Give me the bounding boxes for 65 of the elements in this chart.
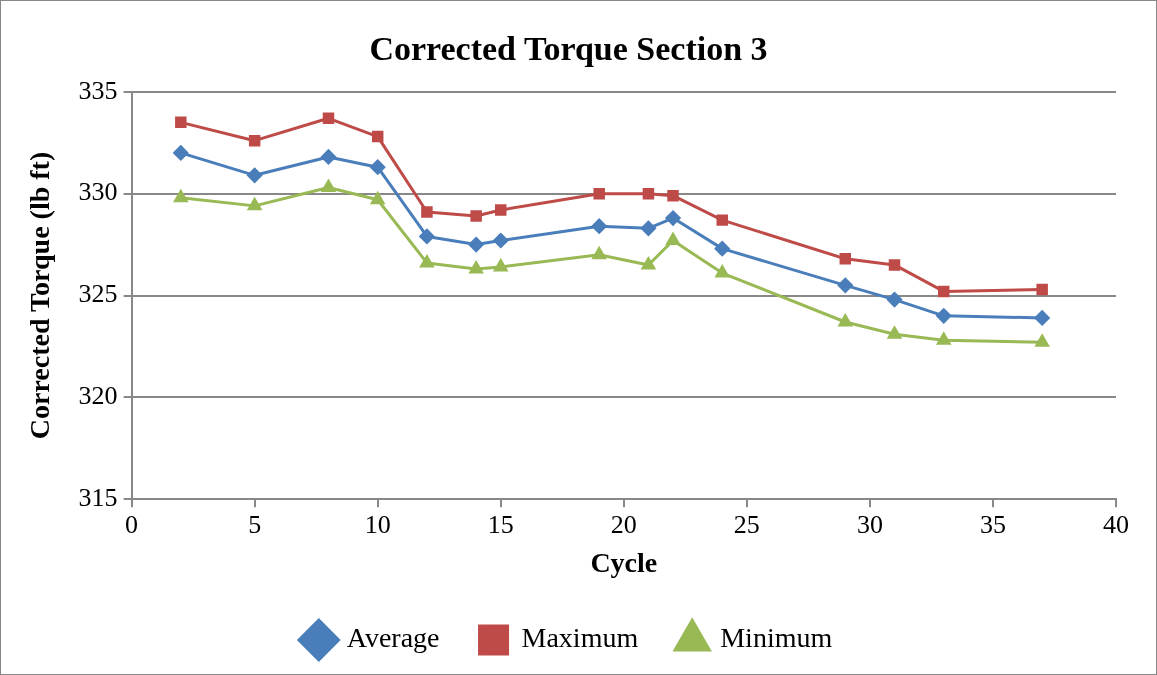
point <box>371 192 385 205</box>
point <box>1035 334 1049 347</box>
point <box>469 261 483 274</box>
point <box>248 134 261 147</box>
point <box>421 206 433 218</box>
point <box>247 198 262 211</box>
point <box>1034 310 1050 326</box>
y-tick-label: 320 <box>78 381 118 411</box>
point <box>666 233 680 245</box>
x-tick-label: 25 <box>733 509 760 539</box>
point <box>887 326 902 339</box>
chart-title: Corrected Torque Section 3 <box>369 30 768 68</box>
point <box>839 253 852 265</box>
legend-label: Minimum <box>720 622 833 654</box>
point <box>641 257 656 270</box>
point <box>592 247 606 260</box>
point <box>322 112 335 125</box>
point <box>175 116 187 129</box>
point <box>667 189 679 202</box>
y-axis-title: Corrected Torque (lb ft) <box>24 151 56 440</box>
point <box>493 233 509 248</box>
point <box>593 187 605 200</box>
point <box>715 265 729 278</box>
point <box>321 180 336 193</box>
point <box>714 241 730 257</box>
y-tick-label: 325 <box>78 279 118 309</box>
point <box>716 214 728 226</box>
x-tick-label: 35 <box>979 509 1006 539</box>
point <box>937 332 951 345</box>
x-tick-label: 5 <box>248 509 262 539</box>
point <box>320 149 336 165</box>
point <box>470 210 482 222</box>
legend-label: Average <box>346 622 440 654</box>
point <box>419 228 435 244</box>
point <box>371 130 384 143</box>
x-tick-label: 0 <box>125 509 139 539</box>
point <box>937 285 950 298</box>
point <box>642 187 655 200</box>
point <box>888 259 901 271</box>
point <box>468 237 484 253</box>
point <box>247 167 263 183</box>
point <box>887 292 903 308</box>
x-tick-label: 40 <box>1103 509 1129 539</box>
point <box>370 159 386 175</box>
x-tick-label: 30 <box>856 509 883 539</box>
point <box>640 220 656 236</box>
point <box>173 145 189 161</box>
legend-label: Maximum <box>521 622 639 654</box>
point <box>665 210 681 226</box>
point <box>495 204 507 216</box>
y-tick-label: 330 <box>78 177 118 207</box>
y-tick-label: 335 <box>78 75 118 105</box>
point <box>838 314 852 327</box>
point <box>1036 283 1048 296</box>
x-tick-label: 10 <box>364 509 391 539</box>
point <box>420 255 434 268</box>
point <box>494 259 508 272</box>
x-tick-label: 15 <box>487 509 514 539</box>
point <box>591 218 607 234</box>
x-axis-title: Cycle <box>590 547 658 579</box>
point <box>174 190 188 203</box>
y-tick-label: 315 <box>78 483 118 513</box>
x-tick-label: 20 <box>610 509 637 539</box>
point <box>936 308 952 324</box>
point <box>837 277 853 293</box>
